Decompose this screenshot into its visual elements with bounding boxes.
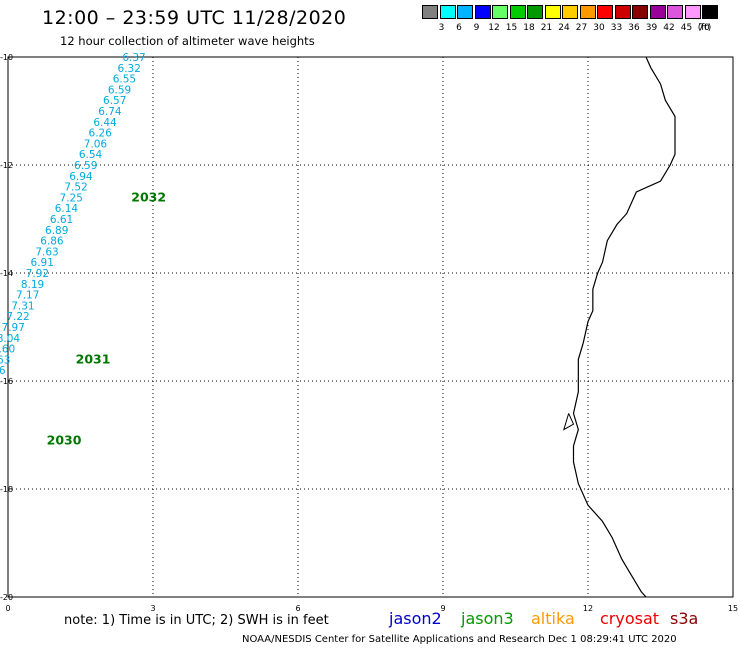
swh-observation-label: 8.19 — [21, 279, 44, 291]
legend-swatch — [614, 5, 631, 19]
legend-label: 12 — [488, 23, 500, 33]
legend-swatch — [527, 5, 543, 19]
sat-label-altika: altika — [531, 609, 575, 628]
swh-observation-label: 6.26 — [89, 128, 113, 140]
legend-label: 18 — [523, 23, 535, 33]
legend-swatch — [439, 5, 456, 19]
legend-swatch — [649, 5, 666, 19]
legend-swatch — [684, 5, 701, 19]
swh-observation-label: 7.25 — [60, 192, 83, 204]
latitude-tick-label: -20 — [0, 593, 13, 602]
swh-observation-label: 6.14 — [55, 203, 79, 215]
latitude-tick-label: -12 — [0, 161, 13, 170]
longitude-tick-label: 15 — [728, 604, 738, 613]
swh-observation-label: 7.92 — [26, 268, 49, 280]
legend-label: 15 — [505, 23, 518, 33]
swh-observation-label: 7.06 — [84, 138, 108, 150]
coastline-inlet — [563, 413, 575, 431]
map-subtitle: 12 hour collection of altimeter wave hei… — [60, 34, 315, 48]
legend-swatch — [457, 5, 473, 19]
legend-label: 21 — [540, 23, 553, 33]
sat-label-jason3: jason3 — [461, 609, 514, 628]
swh-observation-label: 6.37 — [122, 52, 145, 64]
sat-label-jason2: jason2 — [389, 609, 442, 628]
legend-swatch — [597, 5, 613, 19]
coastline — [572, 56, 676, 598]
swh-observation-label: 6.32 — [118, 63, 141, 75]
legend-label: 36 — [628, 23, 640, 33]
legend-label: 3 — [438, 23, 445, 33]
legend-label: 45 — [680, 23, 693, 33]
swh-observation-label: 7.22 — [6, 311, 29, 323]
legend-label: 39 — [645, 23, 658, 33]
legend-swatch — [579, 5, 596, 19]
legend-swatch — [632, 5, 648, 19]
swh-observation-label: 7.17 — [16, 290, 39, 302]
swh-observation-label: 6.54 — [79, 149, 103, 161]
swh-observation-label: 6.57 — [103, 95, 126, 107]
longitude-tick-label: 3 — [150, 604, 155, 613]
swh-observation-label: 6.74 — [98, 106, 122, 118]
swh-observation-label: 7.60 — [0, 344, 15, 356]
legend-label: 24 — [558, 23, 570, 33]
legend-label: 27 — [575, 23, 588, 33]
map-frame — [7, 56, 734, 598]
legend-unit: (ft) — [697, 23, 712, 33]
swh-observation-label: 6.66 — [0, 365, 6, 377]
longitude-tick-label: 9 — [440, 604, 445, 613]
legend-label: 70 — [698, 23, 710, 33]
credit-line: NOAA/NESDIS Center for Satellite Applica… — [242, 634, 677, 645]
swh-observation-label: 6.89 — [45, 225, 68, 237]
track-number-label: 2030 — [47, 432, 82, 447]
sat-label-s3a: s3a — [670, 609, 699, 628]
longitude-tick-label: 0 — [5, 604, 10, 613]
swh-observation-label: 6.63 — [0, 354, 10, 366]
swh-observation-label: 7.31 — [11, 300, 34, 312]
longitude-tick-label: 12 — [583, 604, 593, 613]
legend-label: 9 — [473, 23, 480, 33]
legend-swatch — [544, 5, 561, 19]
swh-observation-label: 7.97 — [2, 322, 25, 334]
latitude-tick-label: -14 — [0, 269, 13, 278]
swh-observation-label: 6.61 — [50, 214, 73, 226]
swh-observation-label: 6.44 — [93, 117, 117, 129]
legend-label: 33 — [610, 23, 623, 33]
swh-observation-label: 6.91 — [31, 257, 54, 269]
track-number-label: 2031 — [76, 351, 111, 366]
legend-label: 30 — [593, 23, 605, 33]
swh-observation-label: 7.63 — [35, 246, 58, 258]
longitude-tick-label: 6 — [295, 604, 300, 613]
track-number-label: 2032 — [131, 189, 166, 204]
legend-swatch — [474, 5, 491, 19]
latitude-tick-label: -18 — [0, 485, 13, 494]
swh-observation-label: 6.94 — [69, 171, 93, 183]
swh-observation-label: 6.59 — [74, 160, 97, 172]
swh-observation-label: 6.55 — [113, 74, 136, 86]
latitude-tick-label: -10 — [0, 53, 13, 62]
legend-swatch — [422, 5, 438, 19]
footer-note: note: 1) Time is in UTC; 2) SWH is in fe… — [64, 613, 329, 628]
latitude-tick-label: -16 — [0, 377, 13, 386]
legend-label: 6 — [456, 23, 462, 33]
legend-label: 42 — [663, 23, 675, 33]
legend-swatch — [667, 5, 683, 19]
swh-observation-label: 6.86 — [40, 236, 64, 248]
sat-label-cryosat: cryosat — [600, 609, 660, 628]
legend-swatch — [562, 5, 578, 19]
map-title: 12:00 – 23:59 UTC 11/28/2020 — [42, 7, 347, 29]
legend-swatch — [702, 5, 718, 19]
swh-observation-label: 7.14 — [0, 376, 1, 388]
swh-observation-label: 8.04 — [0, 333, 20, 345]
swh-observation-label: 6.59 — [108, 84, 131, 96]
legend-swatch — [509, 5, 526, 19]
swh-observation-label: 7.52 — [64, 182, 87, 194]
legend-swatch — [492, 5, 508, 19]
